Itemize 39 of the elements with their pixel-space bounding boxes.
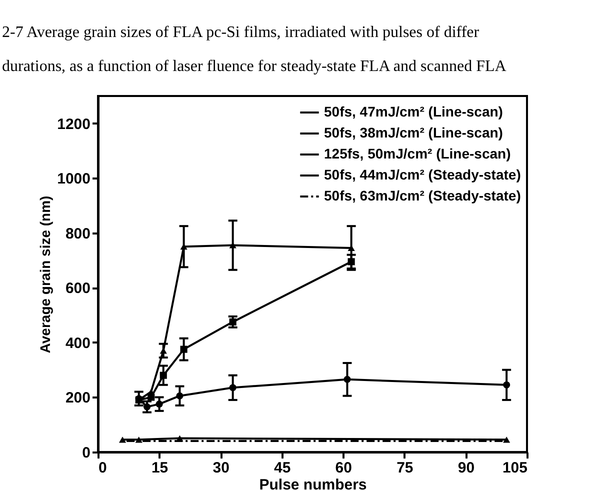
y-tick-label: 200: [65, 390, 90, 407]
y-tick-label: 800: [65, 225, 90, 242]
point: [180, 346, 188, 353]
legend-label: 50fs, 38mJ/cm² (Line-scan): [324, 124, 503, 140]
point: [344, 376, 351, 383]
legend-label: 50fs, 63mJ/cm² (Steady-state): [324, 188, 521, 204]
point: [118, 436, 126, 443]
x-axis-title: Pulse numbers: [259, 476, 367, 491]
y-tick-label: 1000: [57, 170, 90, 188]
point: [348, 258, 355, 266]
x-tick-label: 45: [274, 460, 291, 476]
point: [503, 436, 510, 443]
y-tick-label: 400: [65, 334, 90, 352]
y-axis-title: Average grain size (nm): [37, 196, 54, 354]
point: [160, 372, 167, 379]
point: [143, 403, 151, 410]
x-tick-label: 75: [396, 460, 414, 476]
legend-label: 50fs, 47mJ/cm² (Line-scan): [324, 104, 503, 120]
x-tick-label: 15: [151, 460, 168, 476]
x-tick-label: 90: [458, 460, 475, 476]
point: [148, 394, 155, 401]
legend-label: 125fs, 50mJ/cm² (Line-scan): [324, 146, 511, 162]
point: [135, 436, 142, 443]
point: [180, 244, 188, 250]
y-tick-label: 600: [65, 280, 90, 298]
point: [503, 381, 510, 388]
x-tick-label: 0: [98, 460, 107, 476]
x-tick-label: 30: [212, 460, 230, 476]
point: [176, 392, 184, 400]
point: [176, 435, 184, 442]
point: [156, 400, 163, 408]
x-tick-label: 60: [335, 460, 352, 476]
chart-title: 2-7 Average grain sizes of FLA pc-Si films, irradiated with pulses of differ durations, as a function of laser fluence for steady-state FLA and scanned FLA: [2, 24, 507, 75]
point: [229, 384, 236, 392]
x-tick-label: 105: [502, 460, 528, 476]
y-tick-label: 0: [82, 444, 90, 462]
y-tick-label: 1200: [57, 116, 90, 133]
point: [229, 318, 236, 326]
legend-label: 50fs, 44mJ/cm² (Steady-state): [324, 166, 521, 182]
